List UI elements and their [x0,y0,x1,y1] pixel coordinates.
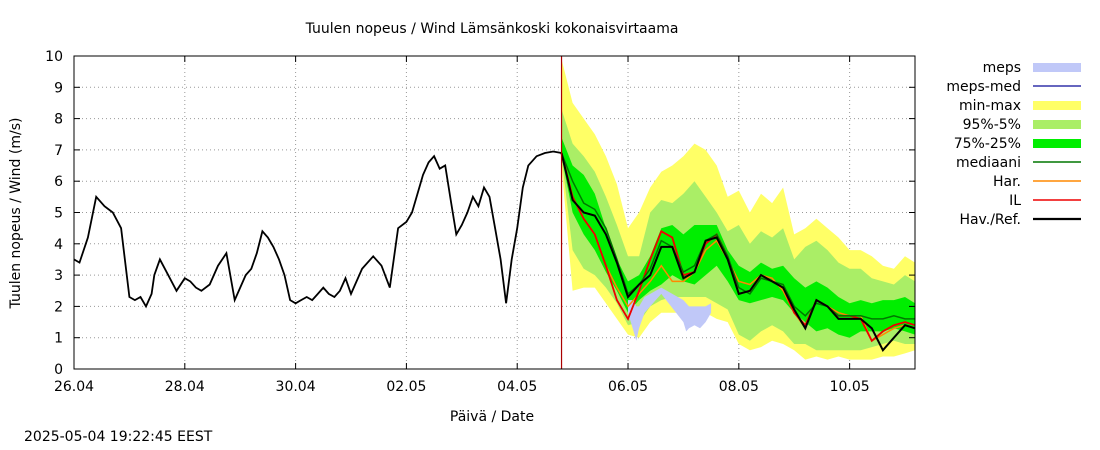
x-tick-label: 28.04 [165,379,205,395]
line-hav-ref-forecast [560,152,916,352]
y-tick-label: 7 [54,143,63,159]
y-tick-label: 9 [54,80,63,96]
band-75-25 [561,137,915,338]
x-tick-label: 10.05 [830,379,870,395]
y-axis-label: Tuulen nopeus / Wind (m/s) [8,118,24,310]
x-tick-label: 30.04 [276,379,316,395]
y-tick-label: 10 [45,49,63,65]
band-meps [628,287,712,341]
legend-label-meps-med: meps-med [946,79,1021,95]
legend-swatch-p95-5 [1033,120,1081,129]
x-tick-label: 26.04 [54,379,94,395]
x-tick-label: 06.05 [608,379,648,395]
y-tick-label: 2 [54,299,63,315]
legend-swatch-p75-25 [1033,139,1081,148]
legend: meps meps-med min-max 95%-5% 75%-25% mediaani… [946,60,1081,228]
legend-label-il: IL [1009,193,1021,209]
legend-label-obs: Hav./Ref. [959,212,1021,228]
line-hav-ref-observed [73,150,562,309]
y-tick-label: 8 [54,112,63,128]
legend-label-har: Har. [993,174,1021,190]
y-tick-label: 1 [54,331,63,347]
x-tick-label: 02.05 [386,379,426,395]
y-tick-label: 3 [54,268,63,284]
x-axis-label: Päivä / Date [450,409,534,425]
legend-swatch-meps [1033,63,1081,72]
axes: 0 1 2 3 4 5 6 7 8 9 10 26.04 28.04 30.04 02.05 04.05 06.… [45,49,916,395]
legend-label-p95-5: 95%-5% [963,117,1021,133]
legend-swatch-minmax [1033,101,1081,110]
x-tick-label: 04.05 [497,379,537,395]
legend-label-p75-25: 75%-25% [954,136,1021,152]
timestamp-label: 2025-05-04 19:22:45 EEST [24,429,213,445]
y-tick-label: 4 [54,237,63,253]
y-tick-label: 6 [54,174,63,190]
chart-title: Tuulen nopeus / Wind Lämsänkoski kokonai… [305,21,679,37]
plot-area [73,56,916,369]
legend-label-median: mediaani [956,155,1021,171]
legend-label-meps: meps [983,60,1021,76]
x-tick-label: 08.05 [719,379,759,395]
y-tick-label: 5 [54,206,63,222]
y-tick-label: 0 [54,362,63,378]
legend-label-minmax: min-max [959,98,1021,114]
